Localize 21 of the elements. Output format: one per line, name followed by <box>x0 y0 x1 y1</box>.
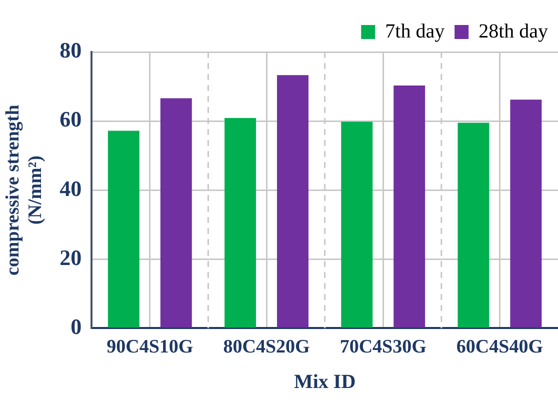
x-axis-title: Mix ID <box>294 371 356 394</box>
x-tick-label: 90C4S10G <box>106 336 194 358</box>
bar <box>276 75 308 328</box>
bar <box>224 118 256 328</box>
x-tick-label: 60C4S40G <box>456 336 544 358</box>
bar <box>108 130 140 328</box>
x-tick-label: 80C4S20G <box>223 336 310 358</box>
bar <box>510 100 542 328</box>
y-tick-label: 40 <box>60 176 82 201</box>
bar <box>341 122 373 328</box>
bar <box>458 122 490 328</box>
y-tick-label: 80 <box>60 38 82 63</box>
y-tick-label: 60 <box>60 106 82 132</box>
y-tick-label: 0 <box>70 314 82 339</box>
legend-label: 7th day <box>385 20 445 42</box>
y-axis-title: compressive strength (N/mm²) <box>2 104 46 276</box>
bar <box>160 98 192 328</box>
y-tick-label: 20 <box>60 244 82 270</box>
bar <box>394 85 426 328</box>
x-tick-label: 70C4S30G <box>340 336 427 358</box>
legend-label: 28th day <box>478 20 548 42</box>
